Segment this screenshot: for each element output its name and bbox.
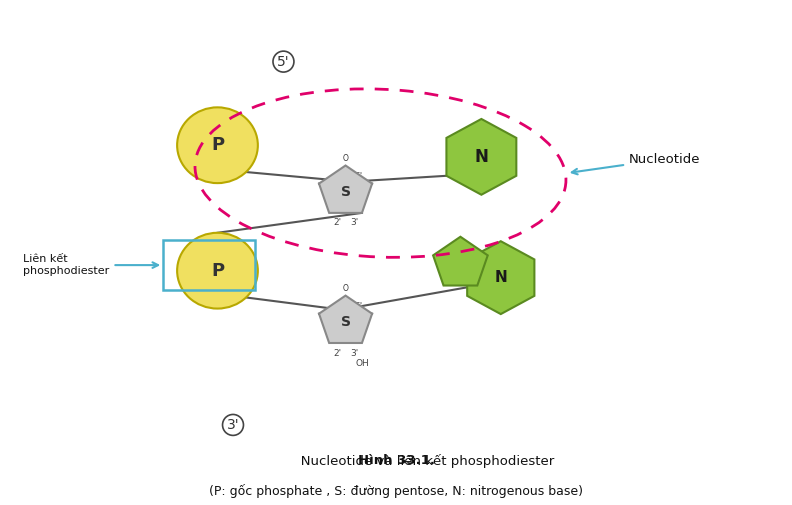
Polygon shape <box>447 119 516 195</box>
Text: Liên kết
phosphodiester: Liên kết phosphodiester <box>24 255 158 276</box>
Polygon shape <box>319 295 372 343</box>
Text: O: O <box>343 284 348 293</box>
Text: (P: gốc phosphate , S: đường pentose, N: nitrogenous base): (P: gốc phosphate , S: đường pentose, N:… <box>209 484 583 498</box>
Text: OH: OH <box>355 359 369 368</box>
Bar <box>163 240 255 290</box>
Ellipse shape <box>177 108 258 183</box>
Text: 3': 3' <box>350 219 358 227</box>
Text: S: S <box>341 315 351 329</box>
Text: 2': 2' <box>333 219 341 227</box>
Text: P: P <box>211 136 224 154</box>
Text: N: N <box>474 148 489 166</box>
Text: 1': 1' <box>327 309 335 318</box>
Text: 4': 4' <box>353 328 361 337</box>
Polygon shape <box>467 241 535 314</box>
Text: 5': 5' <box>355 172 363 181</box>
Text: Nucleotide: Nucleotide <box>572 153 700 174</box>
Text: O: O <box>343 154 348 163</box>
Text: 3': 3' <box>350 348 358 358</box>
Text: 2': 2' <box>333 348 341 358</box>
Text: 3': 3' <box>227 418 239 432</box>
Ellipse shape <box>177 233 258 309</box>
Text: Hình 33.1.: Hình 33.1. <box>357 454 435 467</box>
Text: Nucleotide và liên kết phosphodiester: Nucleotide và liên kết phosphodiester <box>238 454 554 468</box>
Text: P: P <box>211 262 224 280</box>
Text: 4': 4' <box>353 197 361 207</box>
Polygon shape <box>319 166 372 213</box>
Text: 1': 1' <box>327 179 335 188</box>
Polygon shape <box>433 237 488 285</box>
Text: 5': 5' <box>355 302 363 312</box>
Text: N: N <box>494 270 507 285</box>
Text: S: S <box>341 185 351 198</box>
Text: 5': 5' <box>277 55 290 69</box>
